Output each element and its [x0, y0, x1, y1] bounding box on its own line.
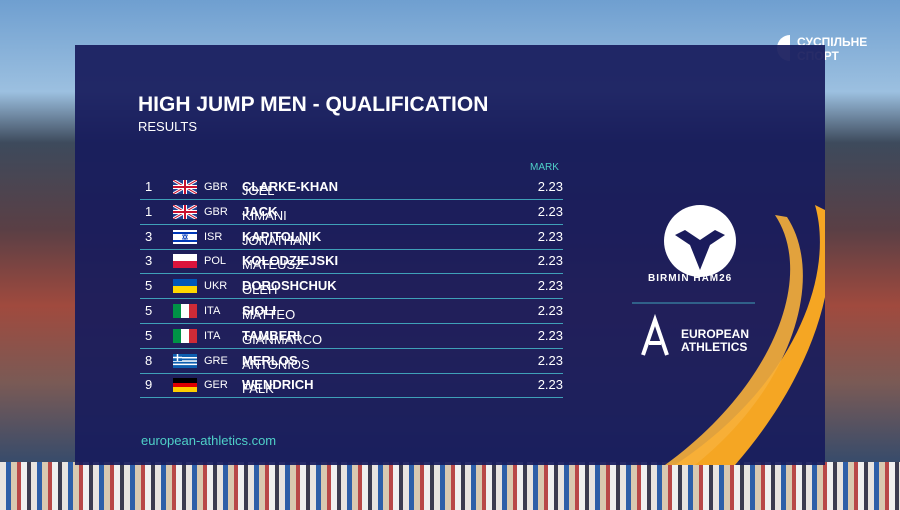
first-name: JOEL [242, 183, 275, 198]
flag [173, 378, 197, 393]
first-name: JONATHAN [242, 232, 312, 248]
result-mark: 2.23 [537, 278, 563, 294]
result-mark: 2.23 [537, 377, 563, 393]
rank: 5 [145, 278, 153, 294]
org-logo-line: ATHLETICS [681, 340, 748, 354]
first-name: MATEUSZ [242, 257, 304, 273]
athlete-name: MATTEO SIOLI [242, 303, 295, 322]
last-name: TAMBERI [242, 327, 301, 343]
rank: 5 [145, 303, 153, 318]
result-row: 8 GRE ANTONIOS MERLOS 2.23 [140, 349, 563, 374]
country-code: GER [204, 379, 228, 392]
result-row: 3 ISR JONATHAN KAPITOLNIK 2.23 [140, 225, 563, 250]
athlete-name: OLEH DOROSHCHUK [242, 278, 337, 297]
last-name: DOROSHCHUK [242, 278, 337, 294]
results-panel: BIRMIN HAM26 EUROPEAN ATHLETICS HIGH JUMP… [75, 45, 825, 465]
athlete-name: JOEL CLARKE-KHAN [242, 179, 339, 198]
flag [173, 229, 197, 244]
flag [173, 304, 197, 318]
athlete-name: ANTONIOS MERLOS [242, 352, 310, 372]
result-mark: 2.23 [537, 253, 563, 269]
first-name: MATTEO [242, 307, 296, 322]
event-logo-part: BIRMIN [648, 273, 690, 284]
result-row: 1 GBR KIMANI JACK 2.23 [140, 200, 563, 225]
rank: 1 [145, 203, 153, 219]
first-name: ANTONIOS [242, 356, 310, 372]
first-name: GIANMARCO [242, 331, 323, 347]
event-logo-part: HAM26 [693, 273, 733, 284]
last-name: MERLOS [242, 352, 298, 368]
event-logo-text: BIRMIN HAM26 [648, 273, 732, 284]
result-mark: 2.23 [537, 352, 563, 368]
last-name: CLARKE-KHAN [242, 179, 339, 194]
last-name: KAPITOLNIK [242, 228, 322, 244]
result-row: 5 UKR OLEH DOROSHCHUK 2.23 [140, 274, 563, 300]
athlete-name: JONATHAN KAPITOLNIK [242, 228, 322, 248]
first-name: OLEH [242, 282, 278, 298]
result-mark: 2.23 [537, 228, 563, 244]
last-name: SIOLI [242, 303, 276, 318]
athlete-name: GIANMARCO TAMBERI [242, 327, 322, 347]
column-header: MARK [530, 162, 559, 173]
result-mark: 2.23 [537, 179, 563, 194]
website: european-athletics.com [141, 433, 277, 448]
athlete-name: MATEUSZ KOLODZIEJSKI [242, 253, 339, 272]
decoration [632, 205, 825, 465]
rank: 1 [145, 179, 153, 194]
country-code: ITA [204, 329, 221, 342]
rank: 3 [145, 253, 153, 269]
result-row: 1 GBR JOEL CLARKE-KHAN 2.23 [140, 175, 563, 200]
country-code: GBR [204, 181, 228, 193]
result-mark: 2.23 [537, 303, 563, 318]
country-code: POL [204, 255, 227, 268]
flag [173, 328, 197, 343]
last-name: JACK [242, 203, 278, 219]
first-name: FALK [242, 381, 274, 397]
title: HIGH JUMP MEN - QUALIFICATION [138, 93, 489, 116]
org-logo-line: EUROPEAN [681, 327, 750, 341]
country-code: GBR [204, 205, 228, 218]
result-row: 5 ITA GIANMARCO TAMBERI 2.23 [140, 324, 563, 349]
rank: 8 [145, 352, 153, 368]
rank: 3 [145, 228, 153, 244]
crowd-background [0, 462, 900, 510]
subtitle: RESULTS [138, 119, 197, 134]
country-code: ITA [204, 305, 221, 317]
org-logo-text: EUROPEAN ATHLETICS [681, 328, 749, 354]
country-code: GRE [204, 354, 228, 367]
country-code: UKR [204, 280, 228, 293]
result-mark: 2.23 [537, 203, 563, 219]
flag [173, 180, 197, 194]
result-mark: 2.23 [537, 327, 563, 343]
result-row: 3 POL MATEUSZ KOLODZIEJSKI 2.23 [140, 249, 563, 275]
flag [173, 204, 197, 219]
rank: 5 [145, 327, 153, 343]
country-code: ISR [204, 230, 223, 243]
athlete-name: FALK WENDRICH [242, 377, 314, 396]
flag [173, 254, 197, 269]
flag [173, 353, 197, 368]
first-name: KIMANI [242, 207, 287, 223]
result-row: 5 ITA MATTEO SIOLI 2.23 [140, 299, 563, 324]
rank: 9 [145, 377, 153, 393]
result-row: 9 GER FALK WENDRICH 2.23 [140, 373, 563, 399]
last-name: KOLODZIEJSKI [242, 253, 339, 269]
athlete-name: KIMANI JACK [242, 203, 287, 223]
flag [173, 279, 197, 294]
last-name: WENDRICH [242, 377, 314, 393]
